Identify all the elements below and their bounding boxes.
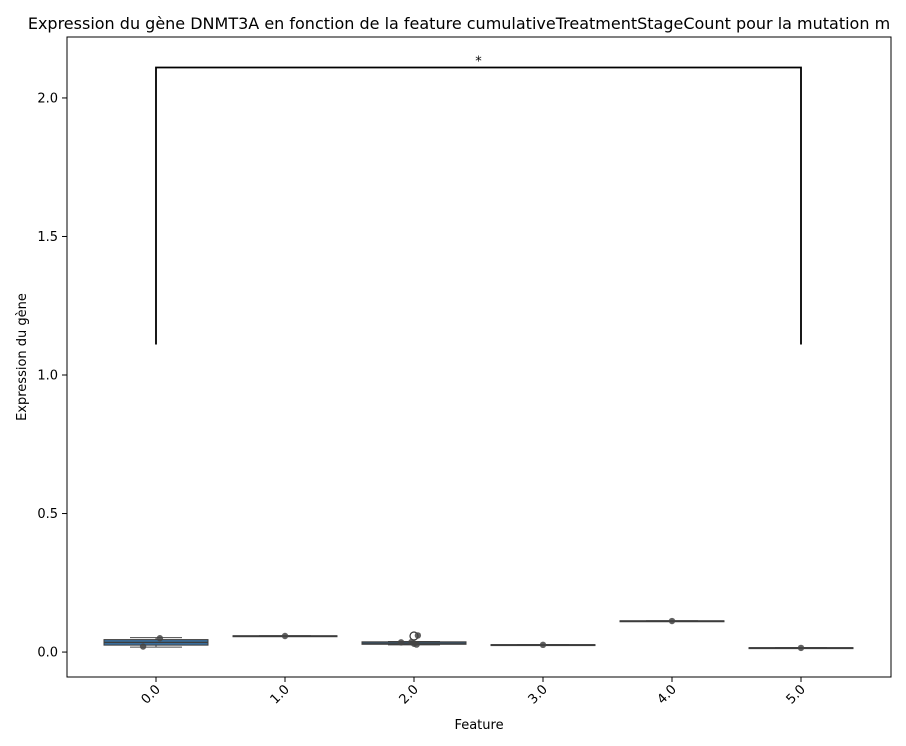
data-point bbox=[539, 641, 547, 649]
data-point bbox=[797, 644, 805, 652]
data-point bbox=[397, 639, 405, 646]
y-axis-title: Expression du gène bbox=[15, 293, 30, 421]
y-tick-label: 2.0 bbox=[37, 91, 58, 106]
x-axis-title: Feature bbox=[454, 718, 503, 733]
x-tick-label: 1.0 bbox=[268, 682, 293, 707]
y-tick-label: 1.5 bbox=[37, 230, 58, 245]
y-tick-label: 1.0 bbox=[37, 369, 58, 384]
box-0 bbox=[103, 637, 209, 648]
y-tick-label: 0.5 bbox=[37, 507, 58, 522]
x-tick-label: 3.0 bbox=[526, 682, 551, 707]
data-point bbox=[413, 641, 420, 648]
x-axis: 0.0 1.0 2.0 3.0 4.0 5.0 bbox=[139, 677, 809, 707]
data-point bbox=[668, 617, 676, 625]
data-point bbox=[139, 643, 147, 650]
data-point bbox=[156, 635, 164, 642]
significance-label: * bbox=[475, 54, 482, 69]
data-point bbox=[281, 632, 289, 640]
plot-frame bbox=[66, 36, 892, 678]
y-tick-label: 0.0 bbox=[37, 646, 58, 661]
chart-marks: * bbox=[103, 54, 854, 652]
x-tick-label: 4.0 bbox=[655, 682, 680, 707]
x-tick-label: 2.0 bbox=[397, 682, 422, 707]
data-point bbox=[414, 632, 422, 639]
x-tick-label: 0.0 bbox=[139, 682, 164, 707]
chart-title: Expression du gène DNMT3A en fonction de… bbox=[28, 14, 890, 33]
x-tick-label: 5.0 bbox=[784, 682, 809, 707]
y-axis: 0.0 0.5 1.0 1.5 2.0 bbox=[37, 91, 67, 661]
significance-bracket bbox=[155, 66, 802, 345]
